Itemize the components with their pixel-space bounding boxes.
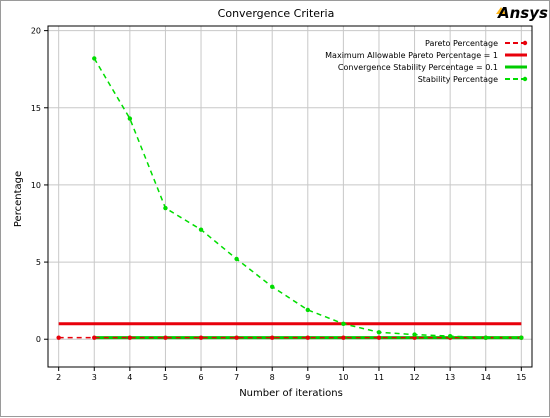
x-tick-label: 6 bbox=[198, 373, 203, 382]
data-point bbox=[305, 335, 310, 340]
y-axis-label: Percentage bbox=[13, 171, 24, 227]
brand-logo-mark bbox=[496, 7, 506, 14]
data-point bbox=[127, 335, 133, 340]
data-point bbox=[56, 335, 61, 340]
axis-ticks: 2 3 4 5 6 7 8 9 10 11 12 13 14 15 0 5 10 15 20 bbox=[31, 27, 527, 382]
plot-area bbox=[47, 25, 533, 368]
data-point bbox=[92, 335, 97, 340]
data-point bbox=[483, 335, 488, 340]
data-point bbox=[163, 335, 168, 340]
data-point bbox=[127, 116, 133, 121]
data-point bbox=[234, 335, 239, 340]
x-tick-label: 3 bbox=[92, 373, 97, 382]
x-tick-label: 4 bbox=[127, 373, 132, 382]
data-point bbox=[92, 56, 97, 61]
x-tick-label: 13 bbox=[445, 373, 455, 382]
legend-label: Convergence Stability Percentage = 0.1 bbox=[338, 63, 498, 72]
grid-lines bbox=[48, 26, 532, 367]
data-point bbox=[412, 335, 417, 340]
data-point bbox=[341, 321, 346, 326]
legend-label: Pareto Percentage bbox=[425, 39, 498, 48]
x-tick-label: 9 bbox=[305, 373, 310, 382]
y-tick-label: 20 bbox=[31, 27, 41, 36]
data-point bbox=[198, 227, 204, 232]
data-point bbox=[519, 335, 524, 340]
x-tick-label: 15 bbox=[516, 373, 526, 382]
y-tick-label: 5 bbox=[36, 258, 41, 267]
legend: Pareto Percentage Maximum Allowable Paret… bbox=[325, 39, 528, 84]
data-point bbox=[234, 256, 239, 262]
data-point bbox=[376, 335, 382, 340]
series-group bbox=[56, 56, 524, 340]
y-tick-label: 15 bbox=[31, 104, 41, 113]
legend-label: Stability Percentage bbox=[418, 75, 498, 84]
x-tick-label: 2 bbox=[56, 373, 61, 382]
brand-logo-text: Ansys bbox=[497, 4, 548, 22]
x-tick-label: 5 bbox=[163, 373, 168, 382]
data-point bbox=[305, 307, 310, 313]
data-point bbox=[447, 333, 453, 339]
x-tick-label: 8 bbox=[270, 373, 275, 382]
series-3 bbox=[92, 56, 524, 340]
x-tick-label: 7 bbox=[234, 373, 239, 382]
legend-marker bbox=[522, 40, 528, 46]
data-point bbox=[412, 332, 417, 337]
data-point bbox=[270, 335, 275, 340]
data-point bbox=[163, 205, 168, 211]
y-tick-label: 0 bbox=[36, 335, 41, 344]
brand-logo: Ansys bbox=[496, 4, 548, 22]
legend-marker bbox=[522, 76, 528, 82]
y-tick-label: 10 bbox=[31, 181, 41, 190]
x-tick-label: 11 bbox=[374, 373, 384, 382]
x-axis-label: Number of iterations bbox=[239, 388, 343, 399]
x-tick-label: 14 bbox=[481, 373, 491, 382]
data-point bbox=[198, 335, 204, 340]
data-point bbox=[376, 330, 382, 335]
x-tick-label: 12 bbox=[409, 373, 419, 382]
x-tick-label: 10 bbox=[338, 373, 348, 382]
data-point bbox=[341, 335, 346, 340]
chart-title: Convergence Criteria bbox=[218, 7, 335, 20]
data-point bbox=[270, 284, 275, 289]
legend-label: Maximum Allowable Pareto Percentage = 1 bbox=[325, 51, 498, 60]
